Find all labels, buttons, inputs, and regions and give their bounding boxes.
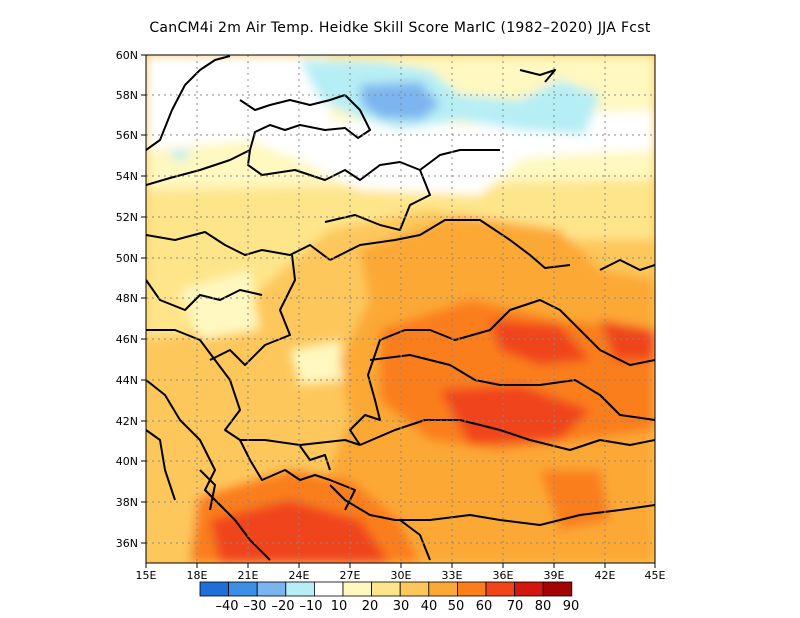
colorbar-label: 50 <box>448 599 465 614</box>
colorbar-swatch <box>371 581 401 597</box>
colorbar-label: 80 <box>535 599 552 614</box>
colorbar-swatch <box>542 581 573 597</box>
lat-tick-label: 60N <box>116 49 138 62</box>
lat-tick-label: 58N <box>116 89 138 102</box>
colorbar-label: 60 <box>476 599 493 614</box>
colorbar-labels: –40 –30 –20 –10 10 20 30 40 50 60 70 80 … <box>215 599 579 614</box>
lon-tick-label: 15E <box>136 569 157 582</box>
map-title: CanCM4i 2m Air Temp. Heidke Skill Score … <box>149 20 651 36</box>
colorbar-label: –30 <box>243 599 266 614</box>
colorbar-swatch <box>428 581 458 597</box>
lat-tick-label: 56N <box>116 129 138 142</box>
lon-tick-label: 24E <box>289 569 310 582</box>
lon-tick-label: 33E <box>442 569 463 582</box>
colorbar-swatch <box>313 581 344 597</box>
lon-tick-label: 45E <box>645 569 666 582</box>
lon-tick-label: 39E <box>544 569 565 582</box>
colorbar-swatch <box>285 581 315 597</box>
lon-tick-label: 18E <box>187 569 208 582</box>
tick-marks <box>141 54 656 568</box>
lat-tick-label: 48N <box>116 292 138 305</box>
lat-tick-labels: 36N 38N 40N 42N 44N 46N 48N 50N 52N 54N … <box>116 49 138 550</box>
colorbar-label: –10 <box>299 599 322 614</box>
colorbar-swatch <box>199 581 230 597</box>
lon-tick-label: 36E <box>493 569 514 582</box>
colorbar-label: –40 <box>215 599 238 614</box>
lat-tick-label: 42N <box>116 415 138 428</box>
colorbar-label: 70 <box>507 599 524 614</box>
lon-tick-label: 30E <box>391 569 412 582</box>
colorbar-swatch <box>485 581 516 597</box>
lat-tick-label: 36N <box>116 537 138 550</box>
colorbar: –40 –30 –20 –10 10 20 30 40 50 60 70 80 … <box>199 581 579 614</box>
colorbar-swatch <box>228 581 258 597</box>
colorbar-label: –20 <box>271 599 294 614</box>
colorbar-swatch <box>456 581 487 597</box>
colorbar-label: 90 <box>563 599 580 614</box>
lat-tick-label: 40N <box>116 455 138 468</box>
lat-tick-label: 52N <box>116 211 138 224</box>
colorbar-swatch <box>342 581 373 597</box>
lon-tick-label: 21E <box>238 569 259 582</box>
colorbar-label: 40 <box>421 599 438 614</box>
colorbar-swatch <box>256 581 287 597</box>
colorbar-label: 30 <box>393 599 410 614</box>
lon-tick-label: 27E <box>340 569 361 582</box>
colorbar-swatch <box>514 581 544 597</box>
coastlines-borders <box>146 55 655 561</box>
graticule <box>146 55 655 563</box>
colorbar-swatch <box>399 581 430 597</box>
lat-tick-label: 54N <box>116 170 138 183</box>
lat-tick-label: 46N <box>116 333 138 346</box>
lon-tick-labels: 15E 18E 21E 24E 27E 30E 33E 36E 39E 42E … <box>136 569 666 582</box>
lat-tick-label: 38N <box>116 496 138 509</box>
lon-tick-label: 42E <box>595 569 616 582</box>
lat-tick-label: 44N <box>116 374 138 387</box>
colorbar-swatches <box>199 581 573 597</box>
colorbar-label: 20 <box>362 599 379 614</box>
lat-tick-label: 50N <box>116 252 138 265</box>
colorbar-label: 10 <box>331 599 348 614</box>
